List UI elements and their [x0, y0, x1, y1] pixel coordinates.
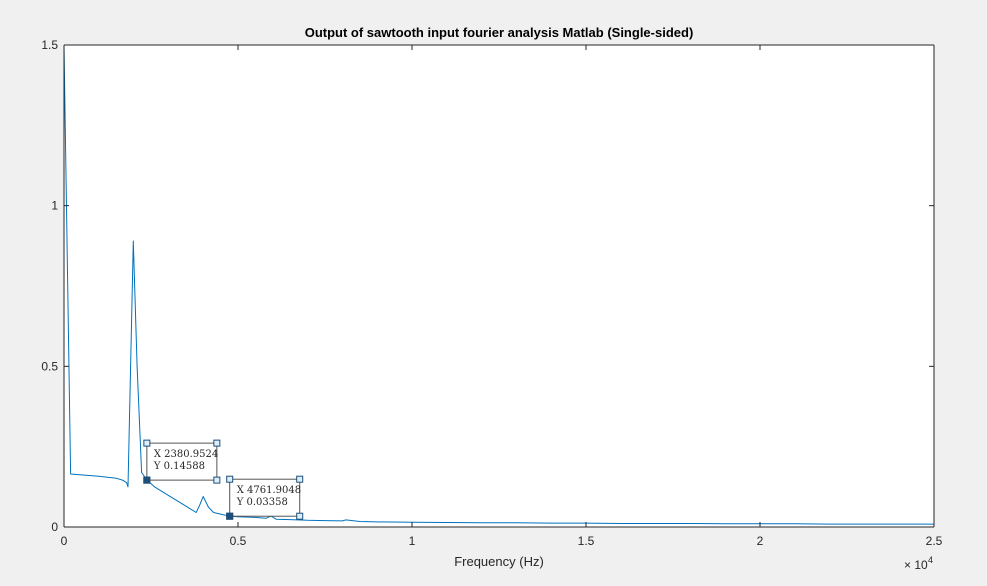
datatip-box — [146, 442, 218, 481]
datatip-handle[interactable] — [143, 439, 151, 447]
datatip-box — [229, 478, 301, 517]
datatip-marker — [143, 476, 151, 484]
x-tick-label: 1.5 — [578, 534, 595, 548]
datatip-handle[interactable] — [213, 476, 221, 484]
x-exponent-base: × 10 — [904, 558, 928, 572]
x-exponent-power: 4 — [928, 555, 933, 565]
y-tick-label: 1 — [51, 199, 58, 213]
x-tick-label: 0.5 — [230, 534, 247, 548]
y-tick-label: 0.5 — [41, 359, 58, 373]
datatip-handle[interactable] — [296, 475, 304, 483]
datatip-handle[interactable] — [213, 439, 221, 447]
chart-title: Output of sawtooth input fourier analysi… — [305, 25, 694, 40]
x-axis-label: Frequency (Hz) — [454, 554, 544, 569]
series-line[interactable] — [63, 44, 934, 525]
x-exponent-label: × 10 4 — [904, 555, 933, 572]
axes-frame — [63, 44, 935, 528]
x-tick-label: 0 — [61, 534, 68, 548]
datatip-marker — [226, 512, 234, 520]
line-layer — [63, 44, 934, 525]
x-tick-label: 2 — [757, 534, 764, 548]
y-tick-label: 1.5 — [41, 38, 58, 52]
x-tick-label: 1 — [409, 534, 416, 548]
x-tick-label: 2.5 — [926, 534, 943, 548]
datatip-y-text: Y 0.03358 — [236, 497, 288, 508]
y-ticks: 0 0.5 1 1.5 — [41, 38, 934, 534]
datatip-handle[interactable] — [226, 475, 234, 483]
x-ticks: 0 0.5 1 1.5 2 2.5 — [61, 45, 943, 548]
datatip-y-text: Y 0.14588 — [153, 461, 205, 472]
datatip-handle[interactable] — [296, 512, 304, 520]
y-tick-label: 0 — [51, 520, 58, 534]
datatip-x-text: X 4761.9048 — [237, 485, 301, 496]
datatip-x-text: X 2380.9524 — [154, 449, 218, 460]
